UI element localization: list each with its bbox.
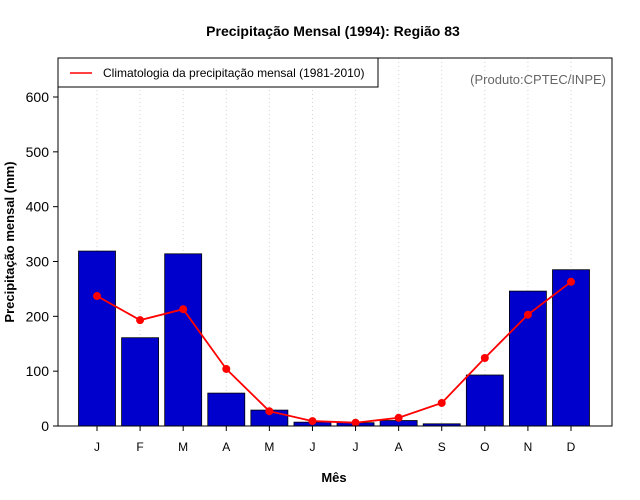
y-tick-label: 500 [26,144,50,160]
climatology-point-8 [437,398,446,407]
y-tick-label: 400 [26,199,50,215]
bar-9 [465,374,504,427]
y-tick-label: 600 [26,89,50,105]
climatology-point-2 [179,305,188,314]
legend-box [57,57,379,88]
climatology-point-3 [222,364,231,373]
legend: Climatologia da precipitação mensal (198… [57,57,379,88]
x-tick-label: S [438,440,446,454]
x-axis-label: Mês [321,470,346,485]
legend-entry-climatology: Climatologia da precipitação mensal (198… [103,66,364,80]
x-tick-label: N [524,440,533,454]
x-tick-label: M [264,440,274,454]
climatology-line-group [93,277,575,427]
product-credit: (Produto:CPTEC/INPE) [470,72,606,87]
chart-title: Precipitação Mensal (1994): Região 83 [206,23,460,39]
climatology-point-9 [480,354,489,363]
x-tick-label: O [480,440,489,454]
bar-3 [207,392,246,427]
x-tick-label: J [309,440,315,454]
bar-1 [121,337,159,427]
climatology-point-0 [93,292,101,301]
y-tick-label: 0 [41,418,49,434]
climatology-point-4 [265,407,274,416]
climatology-point-5 [308,417,317,426]
x-tick-label: A [395,440,403,454]
grid-lines [96,58,572,426]
climatology-point-10 [523,310,532,319]
x-tick-label: J [353,440,359,454]
x-tick-label: A [222,440,230,454]
climatology-point-1 [136,316,145,325]
x-tick-label: J [94,440,100,454]
bar-11 [552,269,590,427]
bar-2 [164,253,203,427]
y-tick-label: 300 [26,254,50,270]
climatology-point-11 [567,277,575,286]
y-tick-label: 100 [26,363,50,379]
climatology-line [96,281,572,424]
x-tick-label: M [178,440,188,454]
x-tick-label: D [567,440,576,454]
bar-0 [78,250,116,427]
y-tick-label: 200 [26,308,50,324]
bars-group [78,250,590,427]
climatology-point-6 [351,418,360,427]
y-axis-label: Precipitação mensal (mm) [2,161,17,322]
y-axis: 0 100 200 300 400 500 600 [26,89,58,434]
climatology-point-7 [394,413,403,422]
x-tick-label: F [136,440,143,454]
